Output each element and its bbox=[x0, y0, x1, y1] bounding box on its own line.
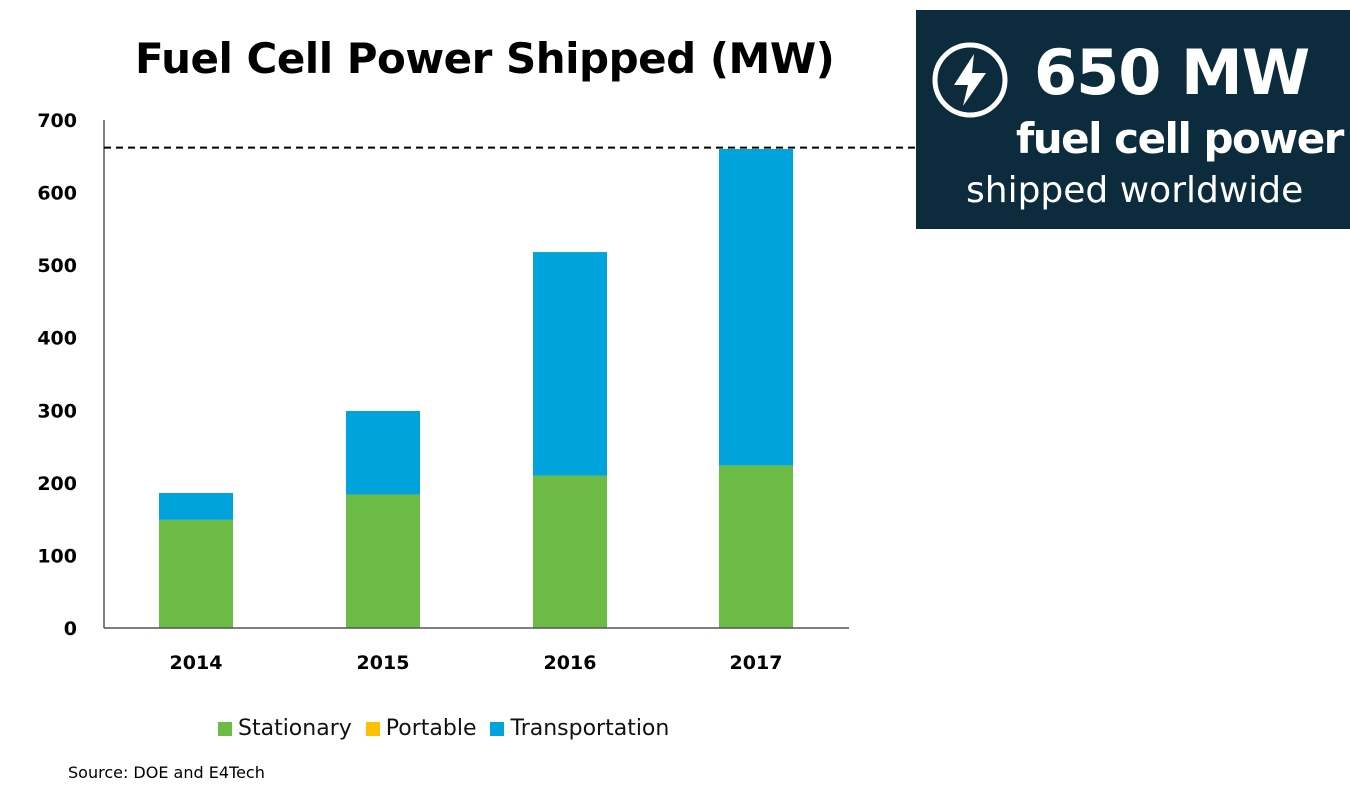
y-tick-label: 300 bbox=[37, 400, 77, 422]
y-tick-label: 400 bbox=[37, 328, 77, 350]
lightning-bolt-icon bbox=[932, 42, 1008, 118]
chart-title: Fuel Cell Power Shipped (MW) bbox=[135, 34, 835, 83]
x-axis-ticks: 2014 2015 2016 2017 bbox=[170, 652, 783, 674]
bar-stationary-2016 bbox=[533, 475, 607, 628]
y-tick-label: 500 bbox=[37, 255, 77, 277]
legend: Stationary Portable Transportation bbox=[218, 716, 683, 741]
bar-stationary-2017 bbox=[719, 465, 793, 628]
x-tick-label: 2016 bbox=[544, 652, 597, 674]
bar-transportation-2015 bbox=[346, 411, 420, 495]
bar-stationary-2014 bbox=[159, 519, 233, 628]
legend-label: Portable bbox=[385, 716, 477, 741]
legend-label: Transportation bbox=[510, 716, 670, 741]
y-axis-ticks: 0 100 200 300 400 500 600 700 bbox=[37, 110, 77, 640]
callout-box: 650 MW fuel cell power shipped worldwide bbox=[916, 10, 1350, 229]
y-tick-label: 700 bbox=[37, 110, 77, 132]
x-tick-label: 2014 bbox=[170, 652, 223, 674]
callout-line-2: shipped worldwide bbox=[966, 170, 1304, 211]
bar-group bbox=[159, 149, 793, 628]
x-tick-label: 2017 bbox=[730, 652, 783, 674]
bar-transportation-2016 bbox=[533, 252, 607, 476]
bar-stationary-2015 bbox=[346, 494, 420, 628]
bar-transportation-2017 bbox=[719, 149, 793, 466]
y-tick-label: 200 bbox=[37, 473, 77, 495]
callout-line-1: fuel cell power bbox=[1016, 114, 1344, 163]
y-tick-label: 100 bbox=[37, 545, 77, 567]
legend-label: Stationary bbox=[238, 716, 352, 741]
legend-item-portable: Portable bbox=[365, 716, 477, 741]
legend-swatch bbox=[365, 721, 380, 736]
y-tick-label: 600 bbox=[37, 183, 77, 205]
legend-item-stationary: Stationary bbox=[218, 716, 352, 741]
legend-item-transportation: Transportation bbox=[490, 716, 669, 741]
bar-transportation-2014 bbox=[159, 493, 233, 520]
legend-swatch bbox=[490, 721, 505, 736]
callout-value: 650 MW bbox=[1034, 36, 1310, 109]
x-tick-label: 2015 bbox=[357, 652, 410, 674]
legend-swatch bbox=[218, 721, 232, 736]
source-note: Source: DOE and E4Tech bbox=[68, 763, 265, 782]
y-tick-label: 0 bbox=[64, 618, 77, 640]
